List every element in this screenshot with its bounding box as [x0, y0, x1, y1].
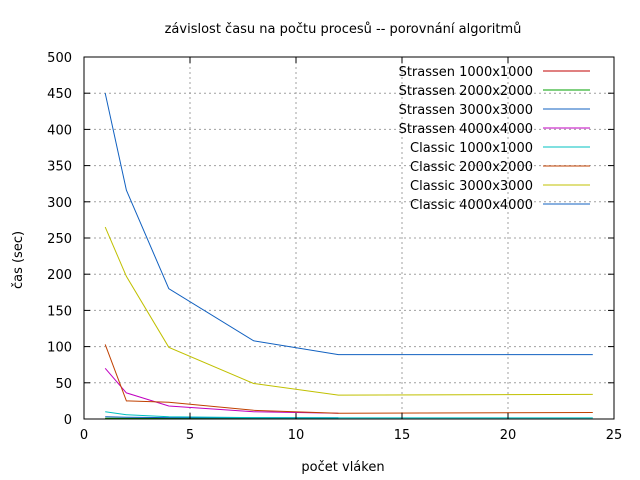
legend-label: Strassen 2000x2000: [399, 84, 533, 99]
series-line: [104, 367, 339, 414]
series-line: [104, 93, 593, 356]
y-tick-label: 0: [64, 413, 72, 428]
legend: Strassen 1000x1000 Strassen 2000x2000 Stra…: [399, 65, 590, 213]
legend-label: Classic 4000x4000: [410, 198, 533, 213]
series-line: [104, 226, 593, 396]
y-tick-label: 250: [47, 232, 72, 247]
y-tick-label: 50: [55, 377, 72, 392]
x-tick-label: 10: [288, 428, 305, 443]
legend-label: Strassen 3000x3000: [399, 103, 533, 118]
y-axis-label: čas (sec): [11, 231, 26, 289]
x-tick-label: 5: [186, 428, 194, 443]
x-tick-label: 20: [500, 428, 517, 443]
y-tick-label: 150: [47, 304, 72, 319]
legend-label: Classic 3000x3000: [410, 179, 533, 194]
series-lines: [104, 93, 593, 420]
legend-label: Classic 1000x1000: [410, 141, 533, 156]
series-line: [104, 344, 593, 414]
y-tick-label: 400: [47, 123, 72, 138]
grid: [84, 57, 614, 419]
x-tick-label: 0: [80, 428, 88, 443]
legend-label: Classic 2000x2000: [410, 160, 533, 175]
chart-title: závislost času na počtu procesů -- porov…: [165, 22, 522, 37]
y-tick-label: 300: [47, 196, 72, 211]
x-axis-label: počet vláken: [301, 460, 384, 475]
legend-label: Strassen 1000x1000: [399, 65, 533, 80]
y-tick-label: 350: [47, 160, 72, 175]
legend-label: Strassen 4000x4000: [399, 122, 533, 137]
y-tick-label: 450: [47, 87, 72, 102]
x-tick-label: 25: [606, 428, 623, 443]
x-tick-label: 15: [394, 428, 411, 443]
y-tick-label: 500: [47, 51, 72, 66]
series-line: [105, 411, 593, 419]
y-tick-label: 100: [47, 341, 72, 356]
y-tick-label: 200: [47, 268, 72, 283]
